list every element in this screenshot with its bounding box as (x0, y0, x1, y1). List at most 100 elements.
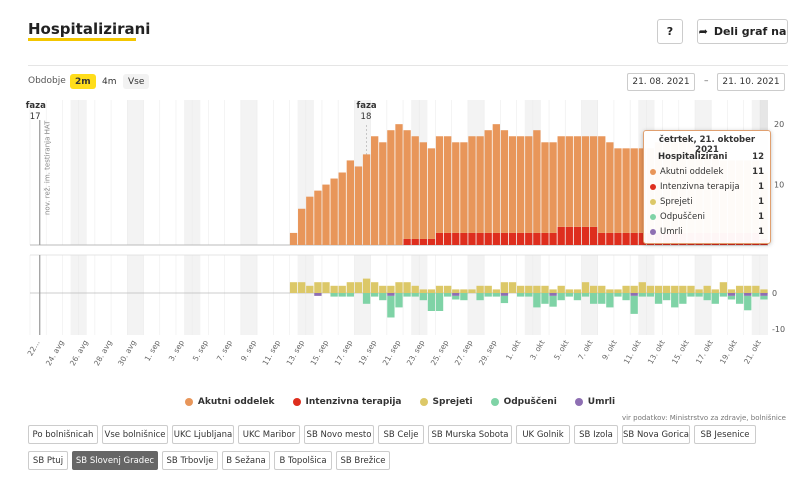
date-from-input[interactable]: 21. 08. 2021 (627, 73, 695, 91)
bar-admitted (687, 285, 695, 293)
x-tick-label: 22... (26, 339, 42, 358)
bar-acute (419, 142, 427, 239)
legend-label: Odpuščeni (503, 397, 557, 407)
vertical-note: nov. rež. im. testiranja HAT (44, 120, 52, 215)
hospital-button[interactable]: SB Celje (378, 425, 424, 444)
bar-intensive (508, 232, 517, 245)
bar-acute (630, 148, 638, 233)
bar-acute (338, 172, 346, 245)
legend-item[interactable]: Odpuščeni (490, 397, 557, 407)
bar-discharged (419, 293, 427, 301)
bar-acute (468, 136, 476, 233)
bar-discharged (379, 293, 387, 301)
bar-admitted (630, 285, 638, 293)
bar-intensive (411, 238, 419, 245)
hospital-button[interactable]: UKC Maribor (238, 425, 300, 444)
bar-discharged (500, 295, 509, 304)
bar-acute (411, 136, 419, 239)
bar-admitted (557, 285, 565, 293)
hospital-button[interactable]: SB Trbovlje (162, 451, 218, 470)
series-dot-icon (650, 228, 656, 235)
x-tick-label: 27. sep (453, 338, 475, 367)
x-tick-label: 19. sep (357, 338, 379, 367)
x-tick-label: 19. okt (718, 338, 739, 365)
bar-admitted (306, 285, 314, 293)
bar-admitted (484, 285, 492, 293)
bar-acute (306, 196, 314, 245)
bar-acute (395, 124, 403, 245)
bar-intensive (468, 232, 476, 245)
bar-admitted (654, 285, 663, 293)
bar-intensive (403, 238, 411, 245)
bar-admitted (354, 282, 363, 293)
hospital-button[interactable]: SB Nova Gorica (622, 425, 690, 444)
bar-admitted (492, 289, 500, 293)
bar-discharged (549, 295, 557, 307)
tooltip-row-value: 1 (758, 181, 764, 192)
legend-dot-icon (574, 398, 583, 406)
bar-admitted (314, 282, 322, 293)
date-to-input[interactable]: 21. 10. 2021 (717, 73, 785, 91)
help-button[interactable]: ? (657, 19, 683, 44)
bar-discharged (744, 295, 752, 311)
period-all-button[interactable]: Vse (123, 74, 150, 89)
tooltip-row-label: Akutni oddelek (650, 167, 723, 177)
x-tick-label: 3. okt (528, 338, 547, 361)
bar-deaths (387, 293, 395, 296)
bar-discharged (516, 293, 525, 297)
bar-acute (549, 142, 557, 233)
legend-item[interactable]: Sprejeti (419, 397, 473, 407)
bar-acute (460, 142, 468, 233)
legend-item[interactable]: Akutni oddelek (184, 397, 275, 407)
legend-item[interactable]: Umrli (574, 397, 615, 407)
bar-discharged (557, 293, 565, 301)
hospital-button[interactable]: SB Jesenice (694, 425, 756, 444)
bar-discharged (695, 293, 703, 297)
x-tick-label: 29. sep (477, 338, 499, 367)
bar-intensive (541, 232, 549, 245)
bar-acute (525, 136, 533, 233)
bar-intensive (435, 232, 444, 245)
bar-acute (614, 148, 622, 233)
hospital-button[interactable]: B Topolšica (274, 451, 332, 470)
x-tick-label: 17. sep (333, 338, 355, 367)
bar-admitted (735, 285, 744, 293)
hospital-button[interactable]: SB Izola (574, 425, 618, 444)
bar-admitted (622, 285, 630, 293)
legend-item[interactable]: Intenzivna terapija (292, 397, 402, 407)
hospital-button[interactable]: Vse bolnišnice (102, 425, 168, 444)
hospital-button[interactable]: SB Novo mesto (304, 425, 374, 444)
tooltip-row-value: 1 (758, 196, 764, 207)
bar-discharged (541, 293, 549, 304)
bar-acute (581, 136, 590, 227)
bar-admitted (541, 285, 549, 293)
hospital-button[interactable]: SB Slovenj Gradec (72, 451, 158, 470)
hospital-button[interactable]: Po bolnišnicah (28, 425, 98, 444)
x-tick-label: 30. avg (116, 338, 138, 367)
divider (28, 65, 788, 66)
x-tick-label: 21. sep (381, 338, 403, 367)
hospital-button[interactable]: UKC Ljubljana (172, 425, 234, 444)
bar-discharged (581, 293, 590, 297)
hospital-button[interactable]: UK Golnik (516, 425, 570, 444)
period-2m-button[interactable]: 2m (70, 74, 96, 89)
weekend-band (127, 100, 144, 245)
bar-intensive (476, 232, 484, 245)
bar-intensive (638, 232, 646, 245)
hospital-button[interactable]: B Sežana (222, 451, 270, 470)
bar-intensive (565, 226, 573, 245)
share-button[interactable]: ➦ Deli graf na (697, 19, 788, 44)
hospital-button[interactable]: SB Ptuj (28, 451, 68, 470)
hospital-button[interactable]: SB Brežice (336, 451, 390, 470)
bar-discharged (476, 293, 484, 301)
bar-discharged (484, 293, 492, 297)
bar-deaths (744, 293, 752, 296)
bar-admitted (711, 289, 719, 293)
hospital-button[interactable]: SB Murska Sobota (428, 425, 512, 444)
series-dot-icon (650, 198, 656, 205)
x-tick-label: 17. okt (694, 338, 715, 365)
phase-17-label: faza (26, 101, 46, 111)
period-4m-button[interactable]: 4m (102, 76, 117, 87)
bar-discharged (387, 295, 395, 318)
bar-acute (444, 136, 452, 233)
